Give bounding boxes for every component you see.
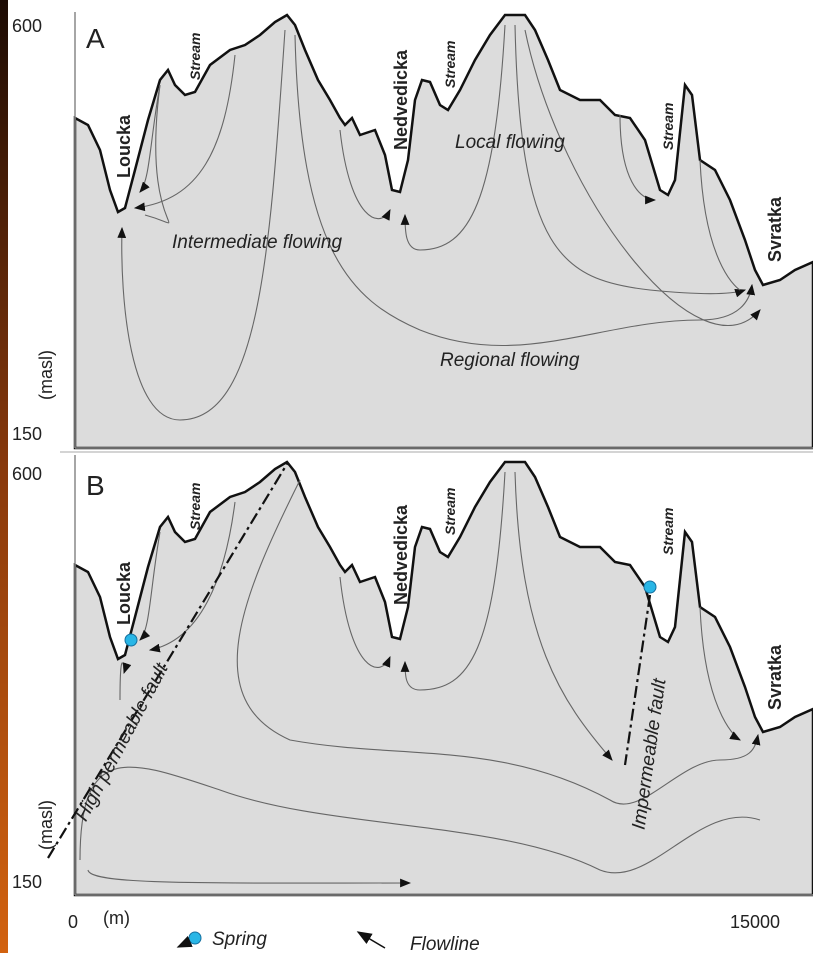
x-max-label: 15000 [730, 912, 780, 932]
y-min-label: 150 [12, 872, 42, 892]
y-axis-label: (masl) [36, 350, 56, 400]
stream-label: Stream [187, 483, 203, 530]
spring [644, 581, 656, 593]
stream-label: Stream [660, 103, 676, 150]
flow-label: Intermediate flowing [172, 232, 342, 253]
y-axis-label: (masl) [36, 800, 56, 850]
legend-label: Spring [212, 929, 267, 950]
x-unit-label: (m) [103, 908, 130, 928]
river-label: Nedvedicka [391, 504, 411, 605]
stream-label: Stream [660, 508, 676, 555]
stream-label: Stream [187, 33, 203, 80]
river-label: Svratka [765, 644, 785, 710]
panel-label: B [86, 470, 105, 501]
page: 600 150 A (masl) Stream Stream Stream Lo… [0, 0, 813, 953]
spring [125, 634, 137, 646]
flow-label: Regional flowing [440, 350, 580, 371]
panel-label: A [86, 23, 105, 54]
stream-label: Stream [442, 41, 458, 88]
y-max-label: 600 [12, 16, 42, 36]
legend-spring-icon [189, 932, 201, 944]
river-label: Svratka [765, 196, 785, 262]
river-label: Loucka [114, 114, 134, 178]
diagram: 600 150 A (masl) Stream Stream Stream Lo… [0, 0, 813, 953]
x-min-label: 0 [68, 912, 78, 932]
y-min-label: 150 [12, 424, 42, 444]
legend-label: Flowline [410, 934, 480, 953]
stream-label: Stream [442, 488, 458, 535]
river-label: Nedvedicka [391, 49, 411, 150]
river-label: Loucka [114, 561, 134, 625]
flow-label: Local flowing [455, 132, 565, 153]
y-max-label: 600 [12, 464, 42, 484]
